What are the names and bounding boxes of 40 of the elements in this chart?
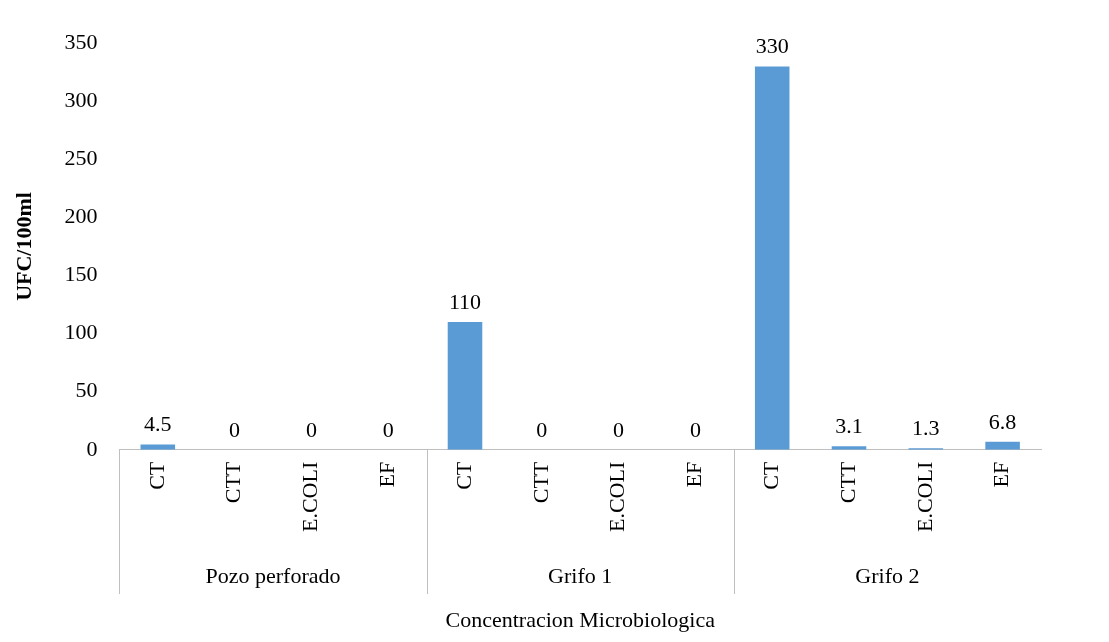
data-label: 110 [448, 288, 482, 314]
data-label: 0 [229, 416, 241, 442]
y-tick-label: 0 [86, 435, 98, 461]
bar [447, 321, 483, 450]
data-label: 0 [305, 416, 317, 442]
text: Pozo perforado [205, 562, 341, 588]
data-label: 4.5 [144, 411, 172, 437]
x-tick-label: EF [373, 461, 399, 488]
x-tick-label: CT [757, 461, 783, 490]
text: Grifo 2 [855, 562, 920, 588]
data-label: 330 [755, 33, 789, 59]
x-tick-label: CT [143, 461, 169, 490]
x-tick-label: CTT [527, 461, 553, 504]
x-axis-title: Concentracion Microbiologica [445, 606, 716, 632]
y-tick-label: 50 [75, 377, 98, 403]
x-tick-label: CT [450, 461, 476, 490]
y-tick-label: 200 [64, 203, 98, 229]
data-label: 0 [613, 416, 625, 442]
x-tick-label: E.COLI [911, 461, 937, 532]
x-tick-label: CTT [220, 461, 246, 504]
data-label: 0 [689, 416, 701, 442]
bar [985, 441, 1020, 450]
bar [754, 66, 790, 450]
text: Grifo 1 [548, 562, 613, 588]
x-tick-label: EF [988, 461, 1014, 488]
y-tick-label: 100 [64, 319, 98, 345]
x-tick-label: E.COLI [604, 461, 630, 532]
y-axis-title: UFC/100ml [10, 192, 36, 301]
data-label: 1.3 [912, 415, 940, 441]
x-tick-label: EF [681, 461, 707, 488]
y-tick-label: 350 [64, 28, 98, 54]
y-tick-label: 250 [64, 145, 98, 171]
x-tick-label: E.COLI [297, 461, 323, 532]
data-label: 6.8 [988, 408, 1017, 434]
data-label: 0 [536, 416, 548, 442]
y-tick-label: 300 [64, 87, 98, 113]
x-tick-label: CTT [834, 461, 860, 504]
y-tick-label: 150 [64, 261, 98, 287]
data-label: 0 [382, 416, 394, 442]
data-label: 3.1 [835, 412, 863, 438]
